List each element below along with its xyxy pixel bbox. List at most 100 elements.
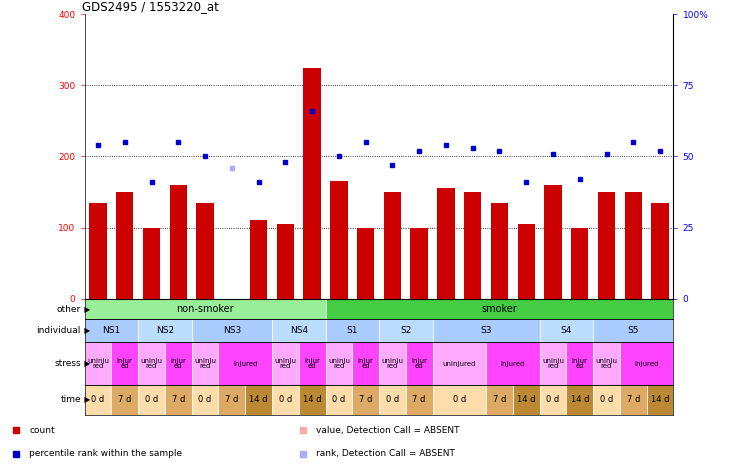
Text: non-smoker: non-smoker — [176, 304, 234, 314]
Text: uninju
red: uninju red — [328, 358, 350, 369]
Text: 0 d: 0 d — [386, 395, 399, 404]
Text: 14 d: 14 d — [250, 395, 268, 404]
Text: percentile rank within the sample: percentile rank within the sample — [29, 449, 183, 458]
Bar — [277, 224, 294, 299]
Bar — [539, 342, 567, 385]
Text: ▶: ▶ — [82, 395, 91, 404]
Bar — [593, 342, 620, 385]
Text: rank, Detection Call = ABSENT: rank, Detection Call = ABSENT — [316, 449, 456, 458]
Bar — [486, 385, 513, 415]
Bar — [143, 228, 160, 299]
Bar — [272, 319, 325, 342]
Bar — [598, 192, 615, 299]
Text: uninju
red: uninju red — [595, 358, 618, 369]
Bar — [138, 342, 165, 385]
Text: value, Detection Call = ABSENT: value, Detection Call = ABSENT — [316, 426, 460, 435]
Text: injur
ed: injur ed — [411, 358, 427, 369]
Text: S3: S3 — [481, 327, 492, 335]
Text: ▶: ▶ — [82, 305, 91, 313]
Text: NS1: NS1 — [102, 327, 121, 335]
Text: 7 d: 7 d — [493, 395, 506, 404]
Bar — [250, 220, 267, 299]
Text: 0 d: 0 d — [600, 395, 613, 404]
Bar — [353, 342, 379, 385]
Text: injured: injured — [500, 361, 525, 366]
Bar — [111, 385, 138, 415]
Text: uninju
red: uninju red — [542, 358, 564, 369]
Text: uninju
red: uninju red — [381, 358, 403, 369]
Bar — [330, 182, 347, 299]
Bar — [325, 319, 379, 342]
Text: smoker: smoker — [481, 304, 517, 314]
Text: NS3: NS3 — [223, 327, 241, 335]
Text: uninju
red: uninju red — [141, 358, 163, 369]
Text: 14 d: 14 d — [517, 395, 536, 404]
Bar — [513, 385, 539, 415]
Text: 7 d: 7 d — [626, 395, 640, 404]
Text: time: time — [60, 395, 81, 404]
Text: 0 d: 0 d — [145, 395, 158, 404]
Text: individual: individual — [37, 327, 81, 335]
Bar — [406, 385, 433, 415]
Text: S4: S4 — [561, 327, 572, 335]
Bar — [353, 385, 379, 415]
Bar — [303, 68, 321, 299]
Bar — [406, 342, 433, 385]
Bar — [165, 385, 191, 415]
Bar — [620, 385, 647, 415]
Bar — [593, 319, 673, 342]
Text: S5: S5 — [628, 327, 639, 335]
Text: 14 d: 14 d — [303, 395, 322, 404]
Text: 0 d: 0 d — [91, 395, 105, 404]
Bar — [138, 385, 165, 415]
Text: injured: injured — [233, 361, 258, 366]
Bar — [219, 342, 272, 385]
Bar — [111, 342, 138, 385]
Bar — [620, 342, 673, 385]
Text: injur
ed: injur ed — [304, 358, 320, 369]
Text: 7 d: 7 d — [359, 395, 372, 404]
Bar — [545, 185, 562, 299]
Bar — [299, 385, 325, 415]
Bar — [191, 342, 219, 385]
Bar — [85, 299, 325, 319]
Bar — [647, 385, 673, 415]
Bar — [539, 385, 567, 415]
Text: uninju
red: uninju red — [87, 358, 109, 369]
Bar — [437, 189, 455, 299]
Text: injur
ed: injur ed — [572, 358, 588, 369]
Text: stress: stress — [54, 359, 81, 368]
Bar — [486, 342, 539, 385]
Text: 7 d: 7 d — [412, 395, 426, 404]
Bar — [379, 385, 406, 415]
Bar — [85, 319, 138, 342]
Text: 0 d: 0 d — [332, 395, 345, 404]
Bar — [299, 342, 325, 385]
Text: other: other — [57, 305, 81, 313]
Text: GDS2495 / 1553220_at: GDS2495 / 1553220_at — [82, 0, 219, 13]
Bar — [567, 385, 593, 415]
Text: injur
ed: injur ed — [358, 358, 374, 369]
Bar — [571, 228, 589, 299]
Bar — [325, 342, 353, 385]
Bar — [197, 203, 213, 299]
Text: uninju
red: uninju red — [275, 358, 297, 369]
Bar — [191, 385, 219, 415]
Text: count: count — [29, 426, 55, 435]
Bar — [245, 385, 272, 415]
Bar — [219, 385, 245, 415]
Bar — [625, 192, 642, 299]
Bar — [539, 319, 593, 342]
Bar — [567, 342, 593, 385]
Bar — [116, 192, 133, 299]
Text: injured: injured — [634, 361, 659, 366]
Text: S1: S1 — [347, 327, 358, 335]
Text: 0 d: 0 d — [199, 395, 212, 404]
Text: 7 d: 7 d — [118, 395, 132, 404]
Text: S2: S2 — [400, 327, 411, 335]
Bar — [383, 192, 401, 299]
Bar — [272, 385, 299, 415]
Bar — [165, 342, 191, 385]
Bar — [85, 385, 111, 415]
Text: NS2: NS2 — [156, 327, 174, 335]
